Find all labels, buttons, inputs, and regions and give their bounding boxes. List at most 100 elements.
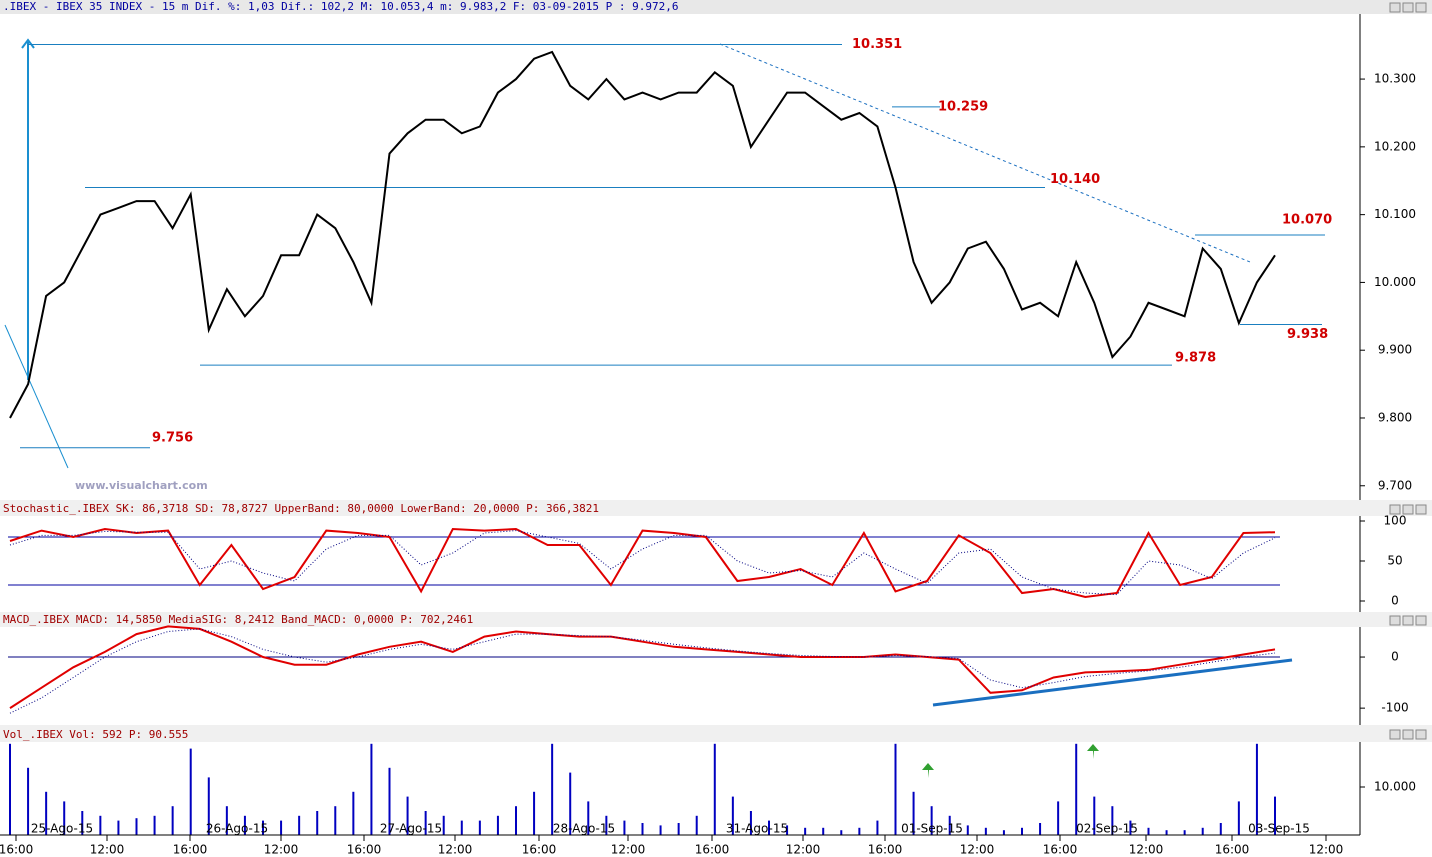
volume-bar [677, 823, 680, 835]
volume-bar [1165, 830, 1168, 835]
y-tick-label: -100 [1381, 701, 1408, 715]
date-label: 31-Ago-15 [726, 822, 788, 836]
date-label: 26-Ago-15 [206, 822, 268, 836]
volume-bar [569, 772, 572, 835]
date-label: 01-Sep-15 [901, 822, 963, 836]
volume-bar [587, 801, 590, 835]
volume-bar [1237, 801, 1240, 835]
volume-bar [713, 743, 716, 835]
y-tick-label: 9.700 [1378, 478, 1412, 492]
volume-bar [225, 806, 228, 835]
x-tick-label: 16:00 [1215, 843, 1250, 857]
volume-bar [768, 820, 770, 835]
y-tick-label: 10.000 [1374, 780, 1416, 794]
volume-bar [388, 767, 391, 835]
button[interactable] [1415, 2, 1427, 13]
y-tick-label: 9.800 [1378, 410, 1412, 424]
x-tick-label: 16:00 [347, 843, 382, 857]
series-line [9, 527, 1276, 599]
series-line [9, 50, 1276, 419]
date-label: 02-Sep-15 [1076, 822, 1138, 836]
volume-bar [1129, 820, 1132, 835]
volume-bar [63, 801, 66, 835]
y-tick-label: 10.200 [1374, 139, 1416, 153]
volume-bar [894, 743, 897, 835]
x-tick-label: 12:00 [786, 843, 821, 857]
volume-bar [1255, 743, 1258, 835]
button[interactable] [1402, 2, 1414, 13]
volume-bar [1147, 827, 1150, 835]
separator [0, 612, 1432, 627]
button[interactable] [1402, 615, 1414, 626]
button[interactable] [1389, 504, 1401, 515]
button[interactable] [1389, 729, 1401, 740]
volume-bar [406, 796, 409, 835]
x-tick-label: 16:00 [868, 843, 903, 857]
volume-bar [804, 827, 807, 835]
volume-bar [117, 820, 120, 835]
button[interactable] [1402, 729, 1414, 740]
button[interactable] [1415, 504, 1427, 515]
date-label: 25-Ago-15 [31, 822, 93, 836]
volume-bar [1075, 743, 1078, 835]
button[interactable] [1402, 504, 1414, 515]
volume-bar [1002, 830, 1005, 835]
volume-bar [912, 791, 915, 835]
volume-bar [966, 825, 969, 835]
volume-bar [984, 827, 987, 835]
trendline [4, 324, 69, 469]
volume-bar [1111, 806, 1114, 835]
panel-title: Stochastic_.IBEX SK: 86,3718 SD: 78,8727… [3, 502, 599, 515]
volume-bar [695, 815, 698, 835]
volume-bar [243, 815, 246, 835]
x-tick-label: 12:00 [611, 843, 646, 857]
date-label: 03-Sep-15 [1248, 822, 1310, 836]
volume-bar [478, 820, 481, 835]
volume-bar [370, 743, 373, 835]
button[interactable] [1415, 729, 1427, 740]
separator [0, 500, 1432, 516]
volume-bar [1093, 796, 1096, 835]
x-tick-label: 16:00 [0, 843, 33, 857]
volume-bar [858, 827, 861, 835]
volume-bar [9, 743, 11, 835]
x-tick-label: 16:00 [1043, 843, 1078, 857]
x-tick-label: 12:00 [1309, 843, 1344, 857]
level-label: 10.259 [938, 99, 988, 114]
up-arrow [922, 763, 934, 778]
volume-bar [930, 806, 933, 835]
up-arrow [1087, 744, 1099, 759]
button[interactable] [1415, 615, 1427, 626]
volume-bar [424, 811, 427, 835]
level-label: 9.756 [152, 430, 193, 445]
volume-bar [786, 825, 789, 835]
series-line [9, 628, 1276, 714]
y-tick-label: 10.000 [1374, 275, 1416, 289]
header-bar [0, 0, 1432, 14]
volume-bar [81, 811, 84, 835]
x-tick-label: 12:00 [960, 843, 995, 857]
volume-bar [1021, 827, 1023, 835]
volume-bar [605, 815, 608, 835]
separator [0, 725, 1432, 742]
x-tick-label: 12:00 [264, 843, 299, 857]
x-tick-label: 12:00 [1129, 843, 1164, 857]
watermark: www.visualchart.com [75, 479, 208, 492]
volume-bar [876, 820, 879, 835]
level-label: 9.878 [1175, 351, 1216, 366]
button[interactable] [1389, 2, 1401, 13]
y-tick-label: 9.900 [1378, 343, 1412, 357]
level-label: 10.140 [1050, 172, 1100, 187]
arrow-head [21, 38, 35, 49]
level-label: 10.070 [1282, 212, 1332, 227]
volume-bar [171, 806, 174, 835]
volume-bar [659, 825, 662, 835]
volume-bar [822, 827, 825, 835]
panel-title: Vol_.IBEX Vol: 592 P: 90.555 [3, 728, 188, 741]
y-tick-label: 0 [1391, 650, 1399, 664]
volume-bar [262, 820, 264, 835]
volume-bar [1057, 801, 1060, 835]
button[interactable] [1389, 615, 1401, 626]
